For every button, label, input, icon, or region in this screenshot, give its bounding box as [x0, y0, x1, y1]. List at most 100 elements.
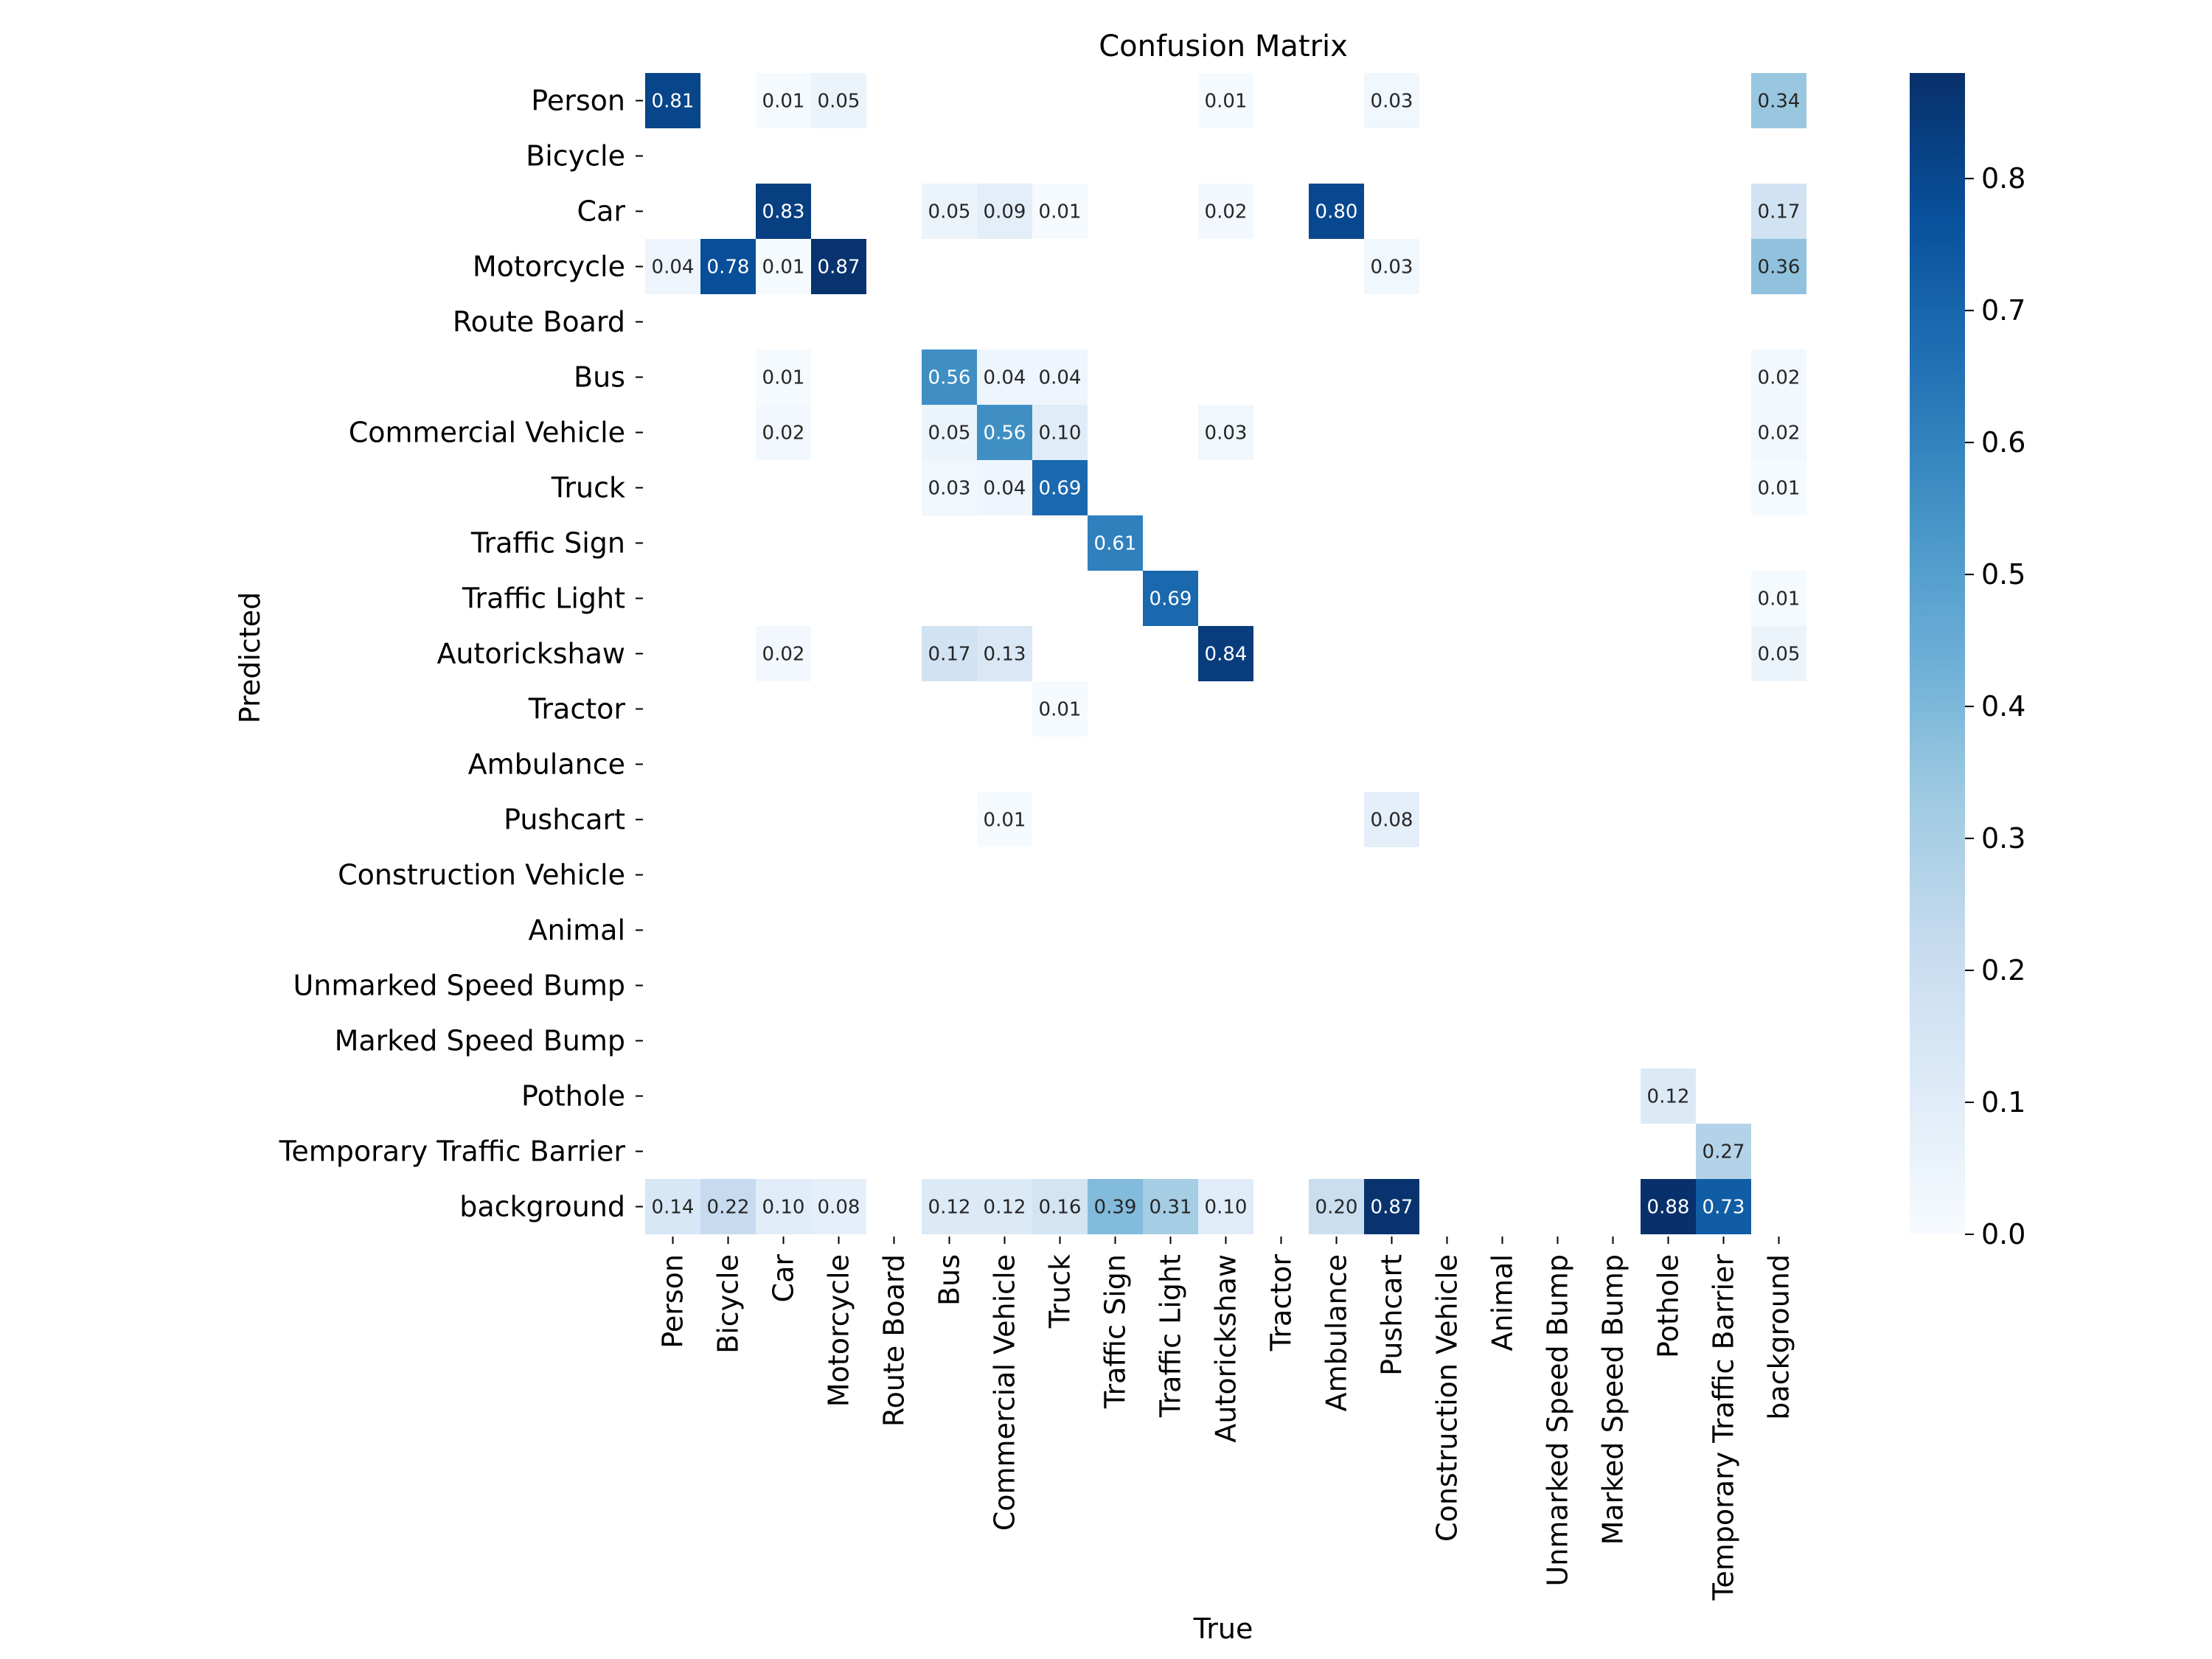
heatmap-cell [922, 460, 977, 515]
cell-value-label: 0.12 [984, 1197, 1026, 1219]
x-axis-label: True [1193, 1613, 1253, 1645]
cell-value-label: 0.05 [928, 422, 971, 445]
cell-value-label: 0.03 [1371, 91, 1413, 113]
heatmap-cell [756, 1179, 811, 1234]
heatmap-cell [1032, 349, 1088, 405]
cell-value-label: 0.22 [707, 1197, 750, 1219]
heatmap-cell [756, 239, 811, 294]
cell-value-label: 0.56 [928, 367, 971, 389]
heatmap-cell [1364, 239, 1419, 294]
cell-value-label: 0.69 [1039, 478, 1082, 500]
x-tick-label-unmarked-speed-bump: Unmarked Speed Bump [1542, 1254, 1574, 1587]
cell-value-label: 0.08 [1371, 810, 1413, 832]
cell-value-label: 0.84 [1205, 644, 1248, 666]
heatmap-cell [1198, 405, 1253, 460]
cell-value-label: 0.56 [984, 422, 1026, 445]
cell-value-label: 0.05 [818, 91, 860, 113]
cell-value-label: 0.01 [1758, 478, 1801, 500]
y-tick-label-animal: Animal [529, 914, 626, 947]
x-tick-label-person: Person [657, 1254, 689, 1349]
heatmap-cell [700, 1179, 756, 1234]
heatmap-cell [977, 1179, 1032, 1234]
heatmap-cell [645, 73, 700, 128]
cell-value-label: 0.05 [928, 201, 971, 223]
cell-value-label: 0.78 [707, 257, 750, 279]
cell-value-label: 0.01 [1039, 201, 1082, 223]
heatmap-cell [756, 349, 811, 405]
heatmap-cell [1088, 1179, 1143, 1234]
cell-value-label: 0.10 [1039, 422, 1082, 445]
y-tick-label-pothole: Pothole [521, 1080, 625, 1113]
heatmap-cell [977, 460, 1032, 515]
cell-value-label: 0.69 [1150, 588, 1192, 611]
y-tick-label-tractor: Tractor [528, 693, 626, 726]
cell-value-label: 0.81 [652, 91, 695, 113]
cell-value-label: 0.04 [984, 367, 1026, 389]
cell-value-label: 0.14 [652, 1197, 695, 1219]
colorbar-tick-label: 0.7 [1981, 294, 2025, 327]
cell-value-label: 0.12 [928, 1197, 971, 1219]
y-tick-label-motorcycle: Motorcycle [473, 251, 625, 283]
colorbar-tick-label: 0.4 [1981, 690, 2025, 723]
y-tick-label-bus: Bus [574, 361, 625, 394]
heatmap-cell [977, 405, 1032, 460]
x-tick-label-car: Car [768, 1254, 800, 1303]
heatmap-cell [811, 73, 866, 128]
x-tick-label-commercial-vehicle: Commercial Vehicle [989, 1254, 1021, 1531]
cell-value-label: 0.27 [1703, 1141, 1745, 1164]
x-tick-label-autorickshaw: Autorickshaw [1210, 1254, 1242, 1443]
cell-value-label: 0.73 [1703, 1197, 1745, 1219]
cell-value-label: 0.87 [818, 257, 860, 279]
heatmap-cell [1309, 1179, 1364, 1234]
heatmap-cell [756, 405, 811, 460]
heatmap-cell [1751, 73, 1806, 128]
colorbar-tick-label: 0.6 [1981, 426, 2025, 459]
heatmap-cell [1032, 1179, 1088, 1234]
cell-value-label: 0.39 [1094, 1197, 1137, 1219]
cell-value-label: 0.10 [762, 1197, 805, 1219]
cell-value-label: 0.17 [1758, 201, 1801, 223]
heatmap-cell [1751, 239, 1806, 294]
colorbar-tick-label: 0.5 [1981, 558, 2025, 591]
y-tick-label-pushcart: Pushcart [504, 804, 625, 836]
heatmap-cell [1641, 1068, 1696, 1124]
colorbar-gradient [1910, 73, 1965, 1234]
cell-value-label: 0.03 [1371, 257, 1413, 279]
heatmap-cell [645, 1179, 700, 1234]
cell-value-label: 0.03 [928, 478, 971, 500]
cell-value-label: 0.83 [762, 201, 805, 223]
cell-value-label: 0.02 [1205, 201, 1248, 223]
x-tick-label-animal: Animal [1486, 1254, 1519, 1352]
cell-value-label: 0.04 [984, 478, 1026, 500]
heatmap-cell [977, 792, 1032, 847]
heatmap-cell [922, 349, 977, 405]
colorbar-tick-label: 0.0 [1981, 1218, 2025, 1251]
y-tick-label-autorickshaw: Autorickshaw [437, 638, 625, 670]
chart-title: Confusion Matrix [1099, 29, 1348, 63]
x-tick-label-pothole: Pothole [1652, 1254, 1685, 1358]
x-tick-label-ambulance: Ambulance [1321, 1254, 1353, 1411]
x-tick-label-tractor: Tractor [1265, 1254, 1298, 1352]
heatmap-cell [1198, 626, 1253, 681]
heatmap-cell [1751, 184, 1806, 239]
heatmap-cell [1364, 73, 1419, 128]
y-tick-label-car: Car [577, 195, 626, 228]
heatmap-cell-labels: 0.81 0.01 0.05 0.01 0.03 0.34 0.83 0.05 0.09 0.01… [652, 91, 1801, 1219]
heatmap-cell [1198, 1179, 1253, 1234]
heatmap-cell [1088, 515, 1143, 571]
x-tick-label-traffic-sign: Traffic Sign [1099, 1254, 1132, 1409]
y-tick-label-commercial-vehicle: Commercial Vehicle [349, 417, 625, 449]
y-tick-label-traffic-sign: Traffic Sign [470, 527, 625, 560]
heatmap-cell [1696, 1124, 1751, 1179]
cell-value-label: 0.01 [1205, 91, 1248, 113]
y-tick-label-person: Person [531, 85, 625, 117]
y-tick-label-background: background [459, 1191, 625, 1223]
x-tick-label-pushcart: Pushcart [1376, 1254, 1408, 1376]
heatmap-cell [977, 349, 1032, 405]
cell-value-label: 0.02 [1758, 422, 1801, 445]
cell-value-label: 0.04 [652, 257, 695, 279]
cell-value-label: 0.01 [1758, 588, 1801, 611]
cell-value-label: 0.09 [984, 201, 1026, 223]
y-tick-label-route-board: Route Board [453, 306, 625, 338]
